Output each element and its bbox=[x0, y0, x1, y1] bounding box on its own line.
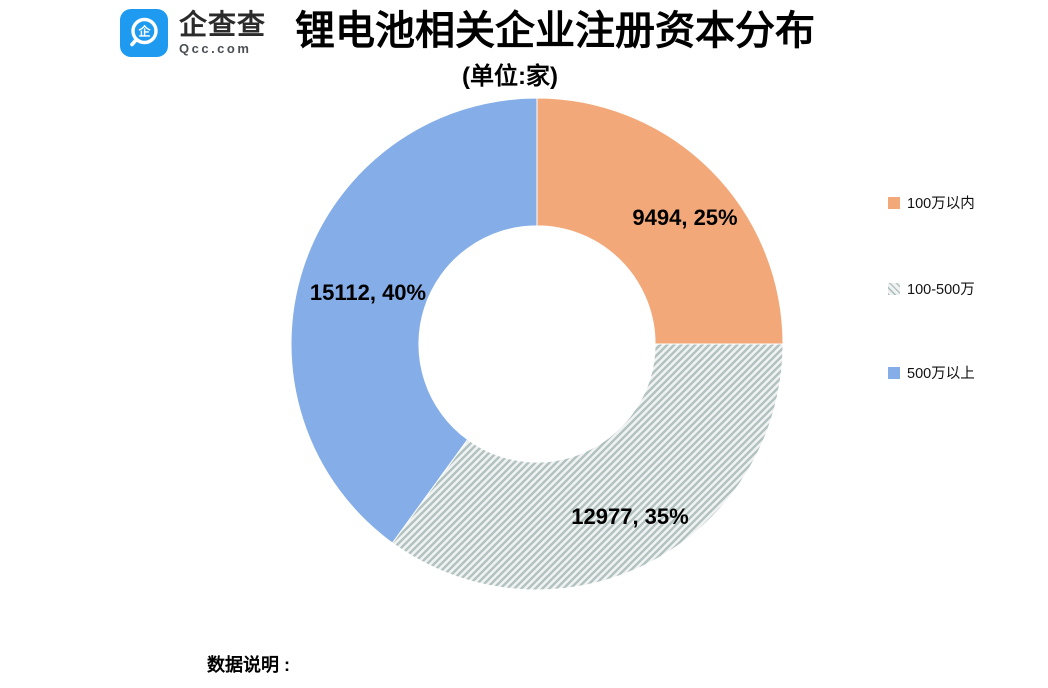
donut-chart-area bbox=[291, 98, 783, 590]
chart-unit-subtitle: (单位:家) bbox=[462, 63, 558, 90]
logo-glyph: 企 bbox=[137, 24, 151, 39]
page-title: 锂电池相关企业注册资本分布 bbox=[295, 9, 815, 53]
notes-heading: 数据说明 : bbox=[207, 655, 290, 675]
brand-domain: Qcc.com bbox=[179, 41, 252, 57]
slices-group bbox=[291, 98, 783, 590]
pie-slice-2 bbox=[391, 343, 783, 590]
slice-label-100-500w: 12977, 35% bbox=[571, 504, 689, 529]
legend-swatch bbox=[888, 196, 900, 209]
legend-label: 100万以内 bbox=[907, 196, 975, 212]
pie-slice-1 bbox=[536, 98, 783, 345]
legend-swatch bbox=[888, 282, 900, 295]
legend-item-under-100w: 100万以内 bbox=[888, 192, 975, 213]
data-notes: 数据说明 : 1、仅统计企业名、产品、经营范围含“锂电池”的在业存续企业 2、统… bbox=[207, 597, 703, 688]
brand-name: 企查查 bbox=[179, 8, 267, 40]
legend-label: 500万以上 bbox=[907, 366, 975, 382]
pie-slice-3 bbox=[291, 98, 538, 544]
slice-label-under-100w: 9494, 25% bbox=[632, 205, 738, 230]
legend-swatch bbox=[888, 366, 900, 379]
legend-item-100-500w: 100-500万 bbox=[888, 278, 975, 299]
legend-item-over-500w: 500万以上 bbox=[888, 362, 975, 383]
brand-text: 企查查 Qcc.com bbox=[179, 8, 267, 57]
qcc-logo-icon: 企 bbox=[120, 9, 168, 57]
donut-chart bbox=[291, 98, 783, 590]
slice-label-over-500w: 15112, 40% bbox=[309, 280, 427, 305]
brand-logo: 企 企查查 Qcc.com bbox=[119, 9, 266, 57]
legend-label: 100-500万 bbox=[907, 282, 975, 298]
